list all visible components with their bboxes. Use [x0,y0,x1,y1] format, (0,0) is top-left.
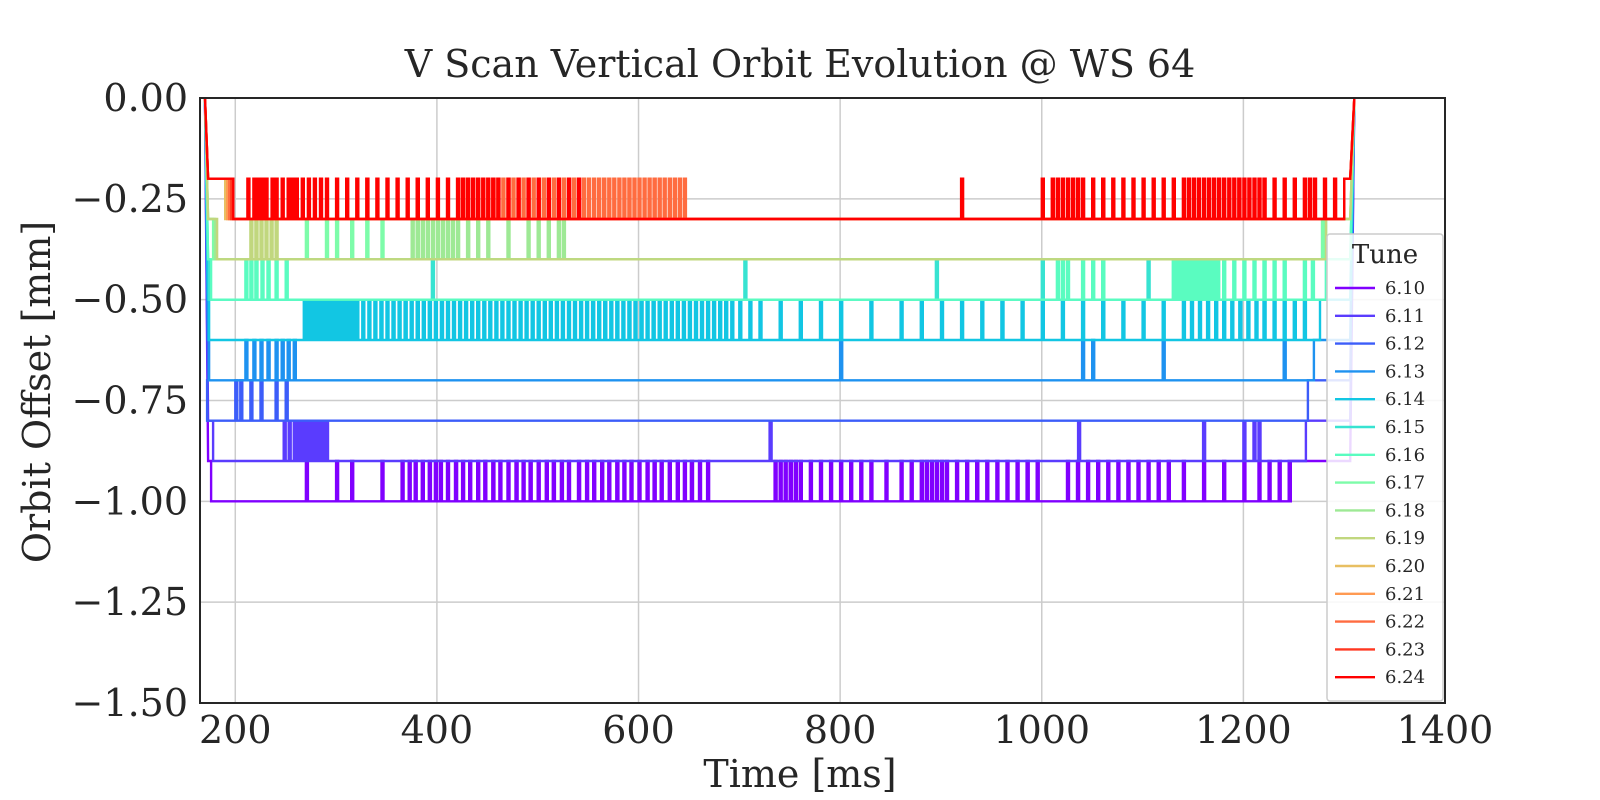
legend-label: 6.24 [1385,667,1425,688]
x-tick-label: 1000 [993,708,1090,752]
legend: Tune 6.10 6.11 6.12 6.13 6.14 6.15 6.16 6.17 6.18… [1326,233,1444,702]
y-tick-label: −0.50 [72,278,188,322]
legend-box [1326,233,1444,702]
y-axis-label: Orbit Offset [mm] [15,221,59,563]
x-tick-label: 400 [401,708,474,752]
legend-label: 6.12 [1385,334,1425,355]
legend-label: 6.16 [1385,445,1425,466]
y-tick-label: 0.00 [103,76,188,120]
legend-label: 6.17 [1385,473,1425,494]
legend-label: 6.23 [1385,639,1425,660]
legend-title: Tune [1352,240,1418,270]
x-tick-label: 800 [804,708,877,752]
legend-label: 6.14 [1385,389,1425,410]
legend-label: 6.21 [1385,584,1425,605]
x-tick-label: 600 [602,708,675,752]
x-tick-label: 1400 [1397,708,1494,752]
y-tick-label: −1.50 [72,681,188,725]
x-tick-label: 1200 [1195,708,1292,752]
legend-label: 6.18 [1385,500,1425,521]
legend-label: 6.19 [1385,528,1425,549]
y-tick-label: −1.00 [72,479,188,523]
y-tick-label: −0.25 [72,177,188,221]
legend-label: 6.22 [1385,612,1425,633]
legend-label: 6.10 [1385,278,1425,299]
series-line-6-16 [203,97,1356,301]
legend-label: 6.15 [1385,417,1425,438]
chart-title: V Scan Vertical Orbit Evolution @ WS 64 [404,42,1196,86]
legend-label: 6.13 [1385,361,1425,382]
series-group [203,97,1356,503]
y-tick-label: −0.75 [72,379,188,423]
y-tick-label: −1.25 [72,580,188,624]
plot-frame [199,97,1446,704]
x-axis-label: Time [ms] [703,752,896,796]
legend-label: 6.20 [1385,556,1425,577]
ticks: 200 400 600 800 1000 1200 1400 0.00 −0.25 −0.50 −0… [72,76,1494,752]
x-tick-label: 200 [199,708,272,752]
legend-label: 6.11 [1385,306,1425,327]
series-line-6-24 [203,97,1356,221]
